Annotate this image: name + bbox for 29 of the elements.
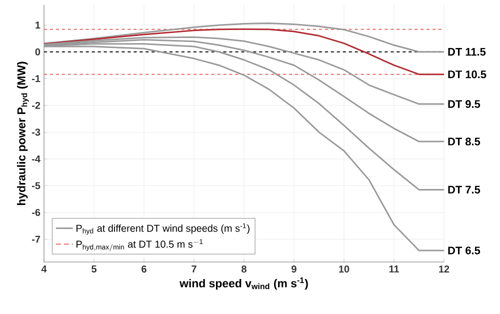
series-label: DT 11.5 bbox=[448, 48, 486, 56]
x-tick-label: 12 bbox=[439, 266, 450, 272]
x-tick-label: 7 bbox=[192, 266, 196, 272]
series-label: DT 8.5 bbox=[448, 138, 480, 146]
y-tick-label: -2 bbox=[32, 102, 40, 109]
y-tick-label: -1 bbox=[32, 75, 40, 82]
series-label: DT 6.5 bbox=[448, 246, 480, 254]
x-tick-label: 8 bbox=[242, 266, 246, 273]
y-axis-title: hydraulic power P$_{hyd}$ (MW) bbox=[17, 62, 29, 206]
x-tick-label: 11 bbox=[389, 266, 399, 272]
x-tick-label: 6 bbox=[142, 266, 146, 273]
y-tick-label: -6 bbox=[32, 208, 40, 216]
x-tick-label: 4 bbox=[41, 266, 47, 272]
y-tick-label: -5 bbox=[32, 182, 40, 190]
series-label: DT 10.5 bbox=[448, 70, 486, 78]
series-label: DT 9.5 bbox=[448, 100, 480, 108]
y-tick-label: -4 bbox=[32, 156, 40, 162]
x-axis-title: wind speed v$_{wind}$ (m s$^{-1}$) bbox=[180, 277, 308, 290]
line-series bbox=[43, 28, 445, 76]
y-tick-label: 1 bbox=[36, 22, 40, 29]
y-tick-label: -7 bbox=[32, 236, 40, 243]
annotation: P$_{hyd}$ at different DT wind speeds (m s$^{-1}$) bbox=[76, 223, 250, 235]
x-tick-label: 10 bbox=[339, 266, 350, 273]
series-label: DT 7.5 bbox=[448, 186, 480, 194]
y-tick-label: 0 bbox=[35, 48, 40, 56]
x-tick-label: 9 bbox=[292, 266, 296, 273]
legend-label: $\mathrm{P_{hyd,max/min}\ at\ DT\ 10.5\ m\ s^{-1}}$ bbox=[76, 239, 203, 252]
y-tick-label: -3 bbox=[32, 128, 40, 136]
x-tick-label: 5 bbox=[92, 266, 96, 272]
